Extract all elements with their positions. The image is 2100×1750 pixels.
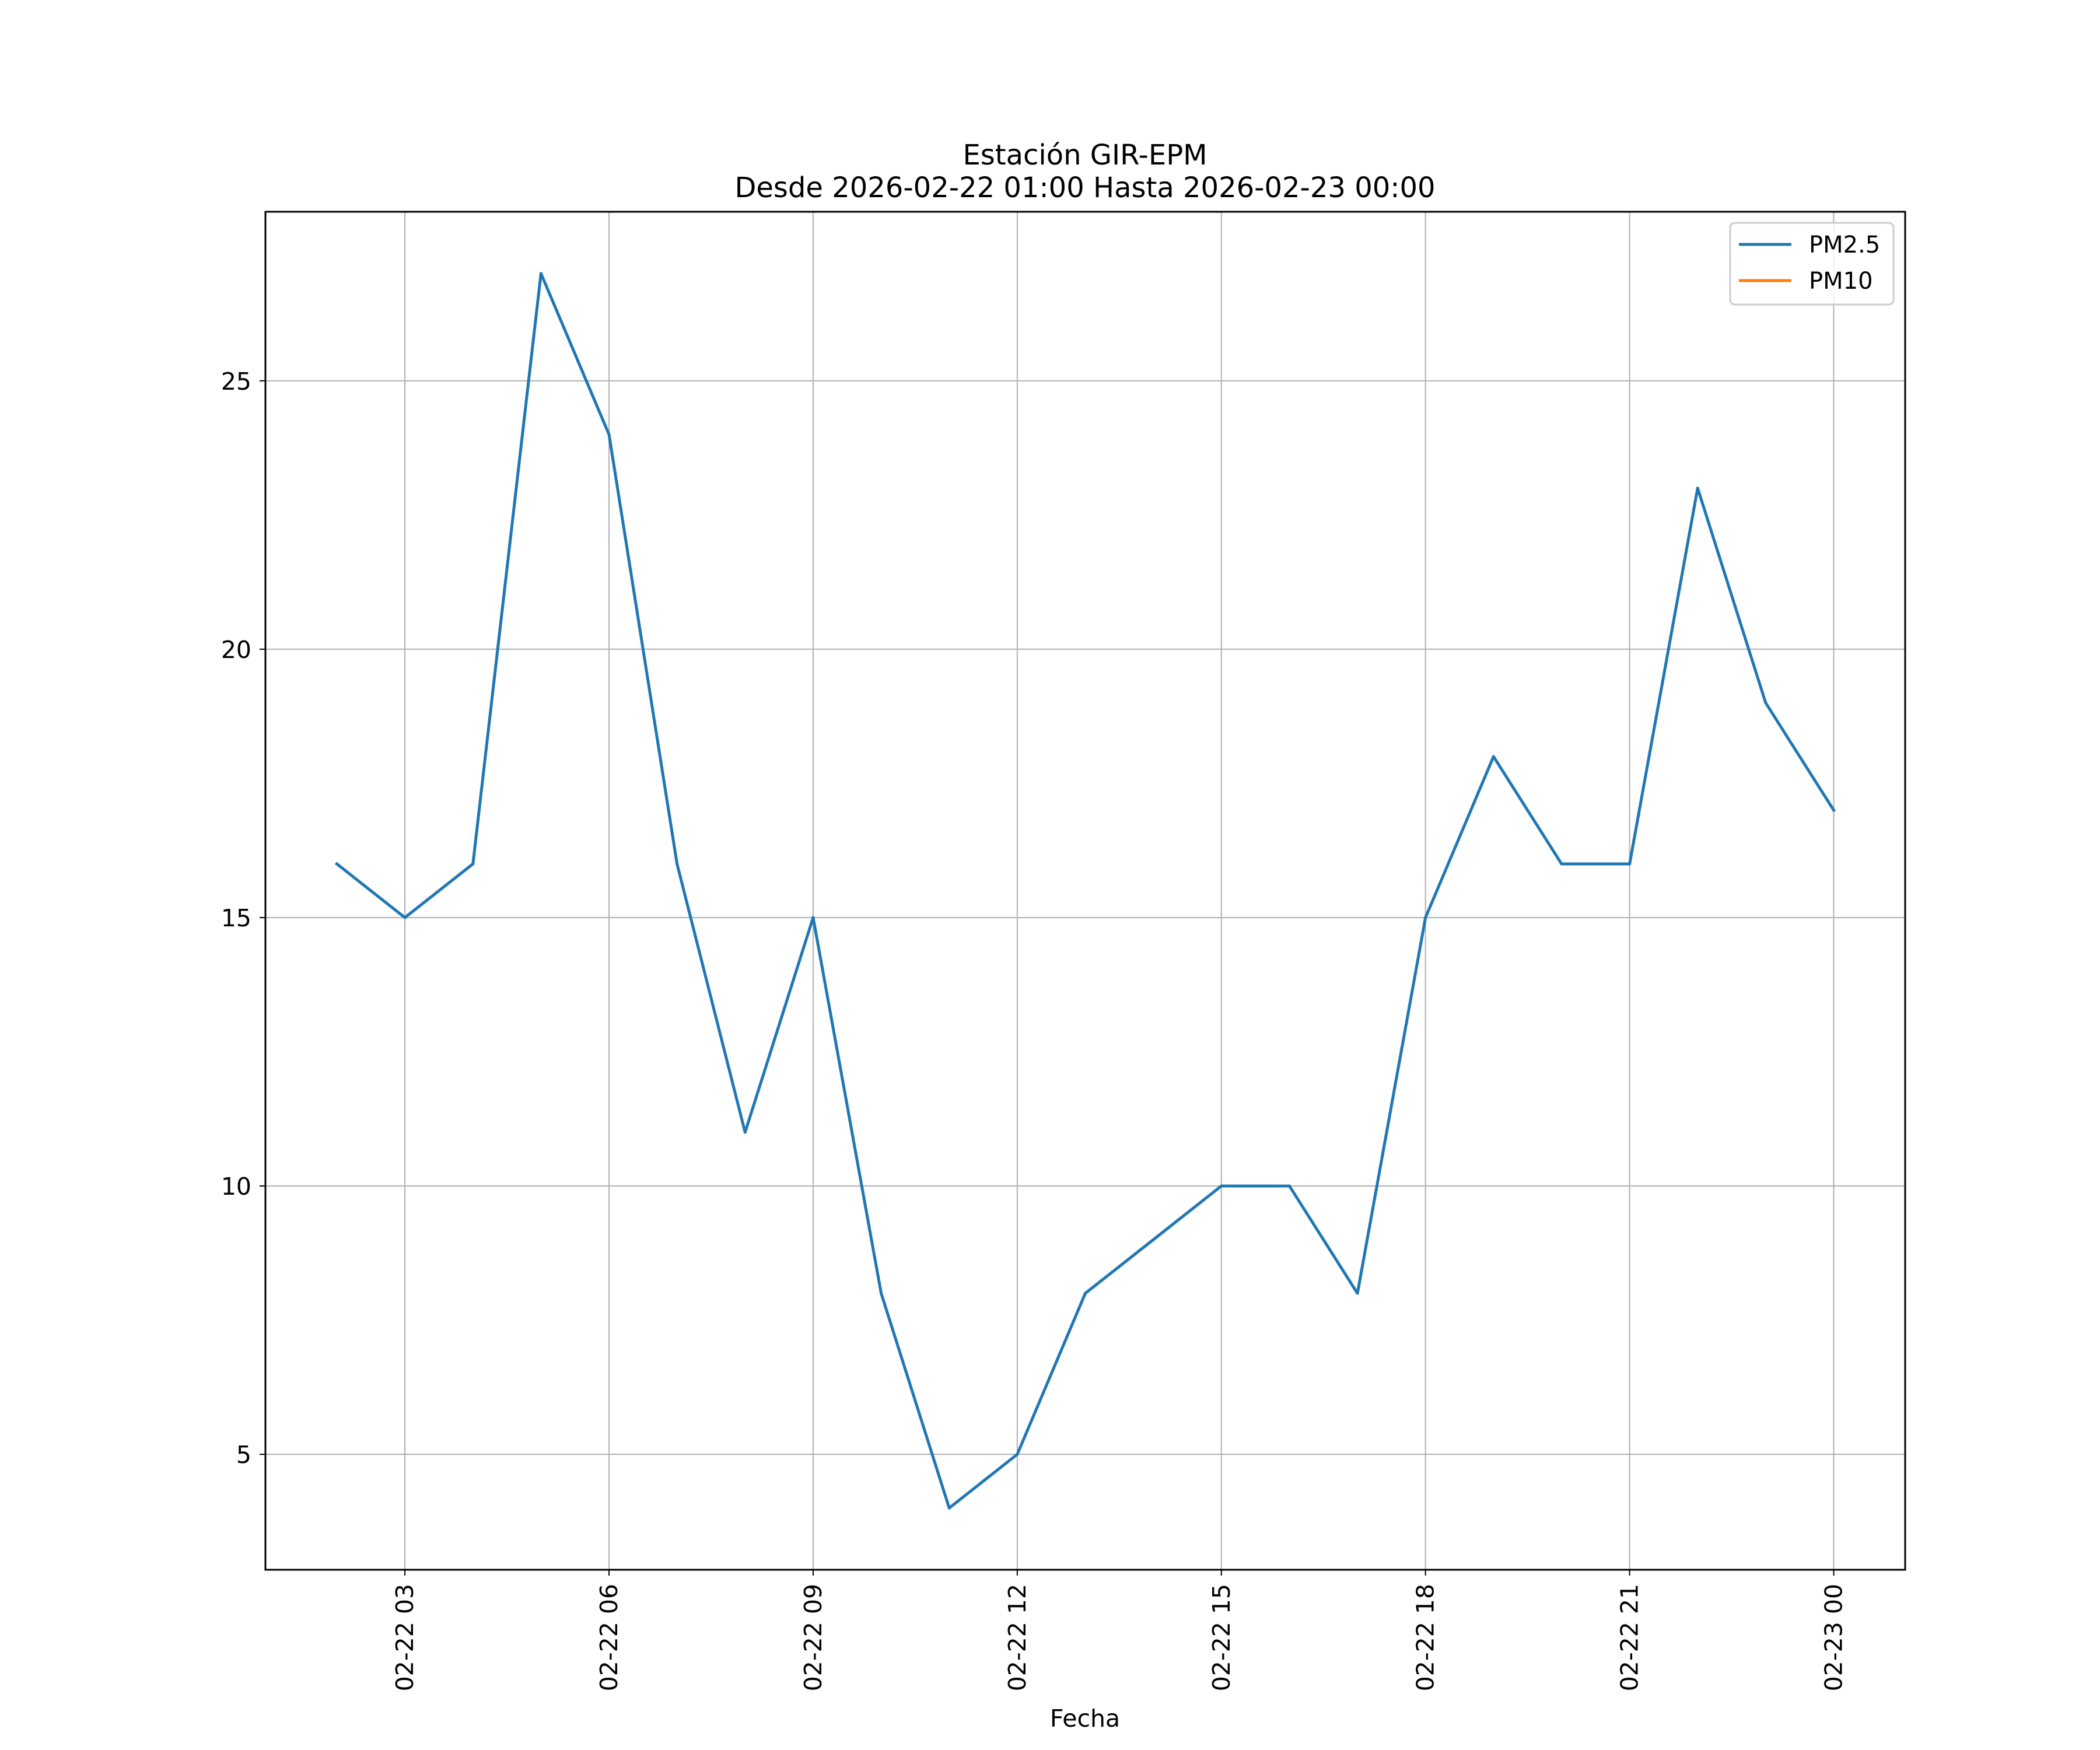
- grid: [265, 212, 1905, 1570]
- data-point: [1492, 755, 1495, 758]
- x-tick-label: 02-22 12: [1003, 1584, 1031, 1691]
- data-point: [1084, 1292, 1087, 1295]
- data-point: [1764, 701, 1768, 705]
- data-point: [880, 1292, 883, 1295]
- y-tick-label: 10: [221, 1172, 251, 1200]
- x-tick-label: 02-22 09: [799, 1584, 827, 1691]
- data-point: [403, 916, 407, 919]
- data-point: [1628, 862, 1632, 866]
- x-tick-label: 02-22 06: [595, 1584, 623, 1691]
- data-point: [1356, 1292, 1359, 1295]
- data-point: [539, 272, 542, 275]
- y-axis: 5 10 15 20 25: [221, 368, 265, 1469]
- y-tick-label: 5: [236, 1441, 251, 1469]
- data-point: [743, 1130, 747, 1134]
- chart-title-line1: Estación GIR-EPM: [963, 139, 1207, 172]
- data-point: [811, 916, 815, 919]
- x-tick-label: 02-22 21: [1616, 1584, 1644, 1691]
- y-tick-label: 25: [221, 368, 251, 396]
- data-point: [1560, 862, 1563, 866]
- x-tick-label: 02-22 18: [1412, 1584, 1440, 1691]
- x-tick-label: 02-22 15: [1208, 1584, 1236, 1691]
- y-tick-label: 15: [221, 904, 251, 932]
- data-point: [1220, 1184, 1223, 1188]
- y-tick-label: 20: [221, 636, 251, 664]
- chart-title-line2: Desde 2026-02-22 01:00 Hasta 2026-02-23 …: [734, 172, 1435, 204]
- plot-area-frame: [264, 211, 1906, 1571]
- legend-label-pm10: PM10: [1809, 268, 1873, 295]
- legend: PM2.5 PM10: [1729, 222, 1895, 306]
- x-axis: 02-22 03 02-22 06 02-22 09 02-22 12 02-22 15…: [391, 1570, 1848, 1691]
- data-point: [676, 862, 679, 866]
- data-point: [471, 862, 475, 866]
- data-point: [1832, 808, 1836, 812]
- series-layer: [334, 272, 1836, 1510]
- legend-label-pm25: PM2.5: [1809, 232, 1880, 258]
- x-tick-label: 02-23 00: [1820, 1584, 1848, 1691]
- data-point: [947, 1506, 951, 1510]
- data-point: [1696, 487, 1699, 490]
- x-axis-label: Fecha: [1050, 1704, 1120, 1732]
- data-point: [335, 862, 338, 866]
- data-point: [1152, 1238, 1155, 1241]
- data-point: [1016, 1452, 1019, 1456]
- x-tick-label: 02-22 03: [391, 1584, 419, 1691]
- data-point: [1424, 916, 1427, 919]
- data-point: [1287, 1184, 1291, 1188]
- data-point: [607, 433, 611, 436]
